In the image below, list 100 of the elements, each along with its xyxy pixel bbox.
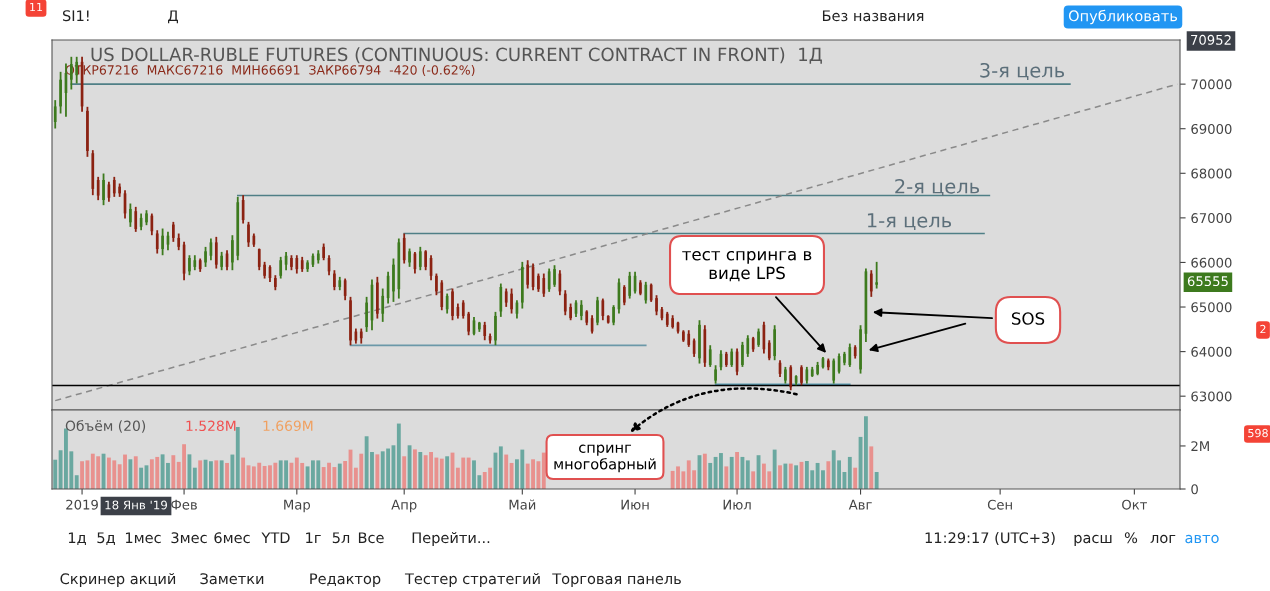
- x-tick-label: Май: [509, 499, 536, 510]
- candlestick: [467, 310, 470, 337]
- candlestick: [376, 275, 379, 320]
- bar: [171, 455, 176, 489]
- x-tick-label: Мар: [284, 499, 311, 513]
- text: SI1!: [62, 10, 89, 22]
- bar: [439, 458, 444, 489]
- x-tick-label: 2019: [66, 499, 98, 510]
- bar: [788, 463, 793, 489]
- candlestick: [322, 242, 326, 262]
- candlestick: [161, 227, 164, 257]
- text: 65555: [1187, 276, 1228, 287]
- bar: [504, 454, 509, 489]
- bar: [708, 462, 713, 489]
- candlestick: [263, 260, 266, 280]
- candlestick: [730, 347, 734, 368]
- candlestick: [274, 274, 277, 292]
- bar: [729, 456, 734, 489]
- candlestick: [816, 360, 819, 377]
- text: 5д: [97, 532, 115, 546]
- text: 2: [1260, 324, 1266, 334]
- bar: [128, 459, 133, 489]
- bar: [192, 467, 197, 489]
- candlestick: [295, 254, 299, 275]
- candlestick: [859, 324, 862, 375]
- text: 1мес: [125, 532, 161, 544]
- bar: [745, 460, 750, 489]
- candlestick: [649, 282, 653, 303]
- candlestick: [746, 334, 750, 358]
- bar: [853, 467, 858, 489]
- bar: [74, 475, 79, 489]
- bar: [230, 454, 235, 489]
- bar: [702, 453, 707, 489]
- candlestick: [655, 294, 658, 317]
- bar: [225, 462, 229, 489]
- bar: [343, 461, 348, 489]
- candlestick: [773, 324, 776, 362]
- x-tick-label: Сен: [987, 499, 1012, 510]
- candlestick: [757, 327, 760, 348]
- y-tick-label: 66000: [1191, 257, 1232, 268]
- y-tick-label: 70000: [1191, 79, 1232, 90]
- bar: [724, 466, 729, 489]
- candlestick: [682, 329, 685, 343]
- candlestick: [112, 175, 116, 198]
- candlestick: [724, 350, 728, 368]
- candlestick: [622, 284, 626, 307]
- text: Д: [168, 10, 178, 24]
- candlestick: [188, 254, 191, 277]
- text: YTD: [261, 532, 290, 544]
- text: 3мес: [171, 532, 207, 544]
- text: 11:29:17 (UTC+3): [925, 531, 1055, 545]
- bar: [402, 456, 407, 489]
- text: 70952: [1191, 34, 1231, 45]
- y-tick-label: 64000: [1191, 346, 1232, 357]
- annotation: 1-я цель: [867, 213, 952, 231]
- text: Заметки: [200, 573, 264, 585]
- candlestick: [424, 249, 428, 272]
- candlestick: [155, 229, 159, 255]
- candlestick: [563, 289, 567, 317]
- candlestick: [714, 364, 717, 385]
- text: расш: [1074, 534, 1112, 547]
- candlestick: [220, 250, 223, 272]
- bar: [847, 456, 852, 489]
- bar: [214, 460, 219, 489]
- candlestick: [612, 304, 615, 327]
- bar: [778, 465, 782, 489]
- candlestick: [53, 99, 57, 130]
- annotation: 3-я цель: [980, 62, 1065, 81]
- candlestick: [231, 234, 234, 272]
- candlestick: [827, 357, 830, 372]
- text: Все: [358, 532, 384, 544]
- bar: [874, 471, 879, 489]
- candlestick: [832, 357, 836, 385]
- candlestick: [86, 105, 89, 158]
- candlestick: [381, 287, 385, 323]
- bar: [133, 456, 138, 489]
- candlestick: [639, 279, 642, 297]
- bar: [863, 416, 868, 489]
- annotation: 2-я цель: [895, 178, 980, 197]
- bar: [466, 457, 471, 489]
- candlestick: [129, 202, 132, 228]
- candlestick: [848, 342, 852, 368]
- candlestick: [869, 269, 873, 298]
- candlestick: [843, 350, 846, 367]
- bar: [826, 461, 831, 489]
- candlestick: [451, 287, 454, 322]
- candlestick: [59, 70, 62, 115]
- x-tick-label: Авг: [848, 499, 872, 510]
- bar: [541, 452, 546, 489]
- candlestick: [708, 344, 712, 368]
- bar: [396, 423, 401, 489]
- text: 1д: [68, 532, 86, 546]
- bar: [751, 471, 756, 489]
- text: 5л: [332, 532, 350, 544]
- candlestick: [134, 205, 138, 233]
- candlestick: [435, 272, 438, 297]
- bar: [418, 451, 423, 489]
- candlestick: [483, 320, 487, 342]
- text: Перейти...: [412, 532, 490, 547]
- chart-title: US DOLLAR-RUBLE FUTURES (CONTINUOUS: CURRENT CONTRACT IN FRONT) 1Д: [91, 47, 822, 64]
